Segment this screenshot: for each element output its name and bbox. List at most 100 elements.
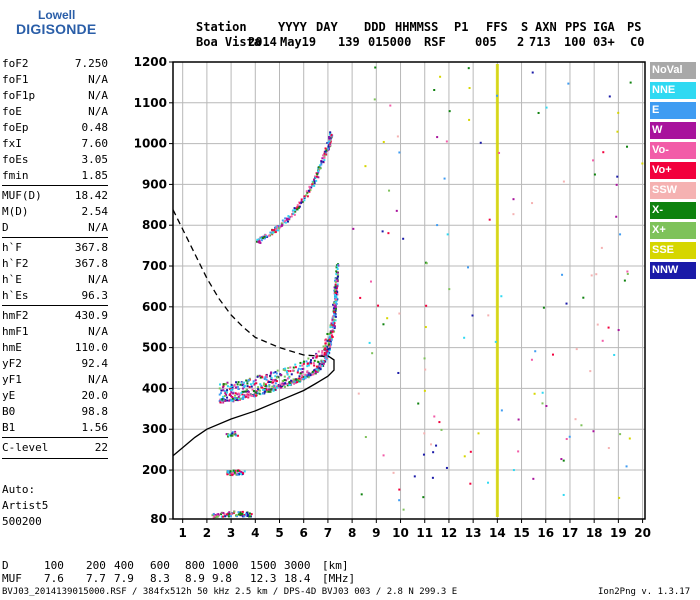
noise-point bbox=[562, 180, 565, 183]
trace-point bbox=[298, 205, 301, 208]
param-row: foF2 7.250 bbox=[2, 56, 108, 72]
param-separator bbox=[2, 437, 108, 438]
trace-point bbox=[271, 385, 274, 388]
trace-point bbox=[231, 388, 234, 391]
trace-point bbox=[215, 516, 218, 519]
trace-point bbox=[334, 319, 337, 322]
trace-point bbox=[333, 312, 336, 315]
trace-point bbox=[231, 472, 234, 475]
trace-point bbox=[221, 386, 224, 389]
trace-point bbox=[311, 372, 314, 375]
trace-point bbox=[335, 270, 338, 273]
trace-point bbox=[333, 279, 336, 282]
trace-point bbox=[334, 315, 337, 318]
trace-point bbox=[334, 304, 337, 307]
trace-point bbox=[307, 362, 310, 365]
noise-point bbox=[467, 67, 470, 70]
trace-point bbox=[315, 369, 318, 372]
trace-point bbox=[241, 393, 244, 396]
trace-point bbox=[334, 306, 337, 309]
muf-table-cell: 8.3 bbox=[150, 572, 170, 585]
muf-table-cell: 200 bbox=[86, 559, 106, 572]
noise-point bbox=[425, 262, 428, 265]
trace-point bbox=[316, 355, 319, 358]
muf-table-cell: 800 bbox=[185, 559, 205, 572]
muf-table-cell: [km] bbox=[322, 559, 349, 572]
noise-point bbox=[565, 438, 568, 441]
trace-point bbox=[330, 338, 333, 341]
trace-point bbox=[315, 368, 318, 371]
param-name: D bbox=[2, 221, 9, 234]
trace-point bbox=[265, 388, 268, 391]
trace-point bbox=[236, 434, 239, 437]
noise-point bbox=[469, 482, 472, 485]
trace-point bbox=[318, 362, 321, 365]
trace-point bbox=[307, 372, 310, 375]
trace-point bbox=[217, 515, 220, 518]
noise-point bbox=[373, 98, 376, 101]
trace-point bbox=[259, 376, 262, 379]
trace-point bbox=[273, 388, 276, 391]
trace-point bbox=[231, 399, 234, 402]
noise-point bbox=[487, 481, 490, 484]
trace-point bbox=[221, 401, 224, 404]
trace-point bbox=[317, 361, 320, 364]
trace-point bbox=[225, 383, 228, 386]
param-name: fxI bbox=[2, 137, 22, 150]
trace-point bbox=[244, 390, 247, 393]
trace-point bbox=[283, 379, 286, 382]
trace-point bbox=[264, 376, 267, 379]
trace-point bbox=[231, 398, 234, 401]
trace-point bbox=[233, 511, 236, 514]
header-row1-cell: DDD bbox=[364, 20, 386, 34]
trace-point bbox=[286, 377, 289, 380]
trace-point bbox=[313, 178, 316, 181]
trace-point bbox=[306, 373, 309, 376]
x-tick-label: 4 bbox=[251, 526, 259, 540]
trace-point bbox=[249, 515, 252, 518]
trace-point bbox=[327, 350, 330, 353]
trace-point bbox=[302, 377, 305, 380]
header-row2-cell: 005 bbox=[475, 35, 497, 49]
noise-point bbox=[396, 135, 399, 138]
trace-point bbox=[334, 295, 337, 298]
trace-point bbox=[318, 164, 321, 167]
noise-point bbox=[430, 443, 433, 446]
noise-point bbox=[438, 421, 441, 424]
trace-point bbox=[222, 389, 225, 392]
trace-point bbox=[323, 159, 326, 162]
trace-point bbox=[329, 137, 332, 140]
trace-point bbox=[248, 377, 251, 380]
trace-point bbox=[324, 351, 327, 354]
noise-point bbox=[431, 476, 434, 479]
trace-point bbox=[234, 430, 237, 433]
param-name: M(D) bbox=[2, 205, 29, 218]
trace-point bbox=[292, 209, 295, 212]
trace-point bbox=[304, 374, 307, 377]
trace-point bbox=[297, 378, 300, 381]
trace-point bbox=[297, 206, 300, 209]
noise-point bbox=[395, 209, 398, 212]
trace-point bbox=[220, 515, 223, 518]
trace-point bbox=[324, 360, 327, 363]
param-row: fxI 7.60 bbox=[2, 136, 108, 152]
trace-point bbox=[257, 386, 260, 389]
trace-point bbox=[332, 303, 335, 306]
noise-point bbox=[417, 402, 420, 405]
param-value: N/A bbox=[88, 89, 108, 102]
noise-point bbox=[589, 370, 592, 373]
trace-point bbox=[284, 221, 287, 224]
trace-point bbox=[333, 307, 336, 310]
noise-point bbox=[562, 459, 565, 462]
trace-point bbox=[243, 390, 246, 393]
param-value: 367.8 bbox=[74, 241, 108, 254]
trace-point bbox=[267, 388, 270, 391]
trace-point bbox=[336, 265, 339, 268]
trace-point bbox=[307, 376, 310, 379]
version-label: Ion2Png v. 1.3.17 bbox=[598, 587, 691, 597]
noise-points bbox=[352, 66, 644, 511]
param-name: foF1 bbox=[2, 73, 29, 86]
trace-point bbox=[298, 379, 301, 382]
noise-point bbox=[517, 450, 520, 453]
trace-point bbox=[329, 331, 332, 334]
